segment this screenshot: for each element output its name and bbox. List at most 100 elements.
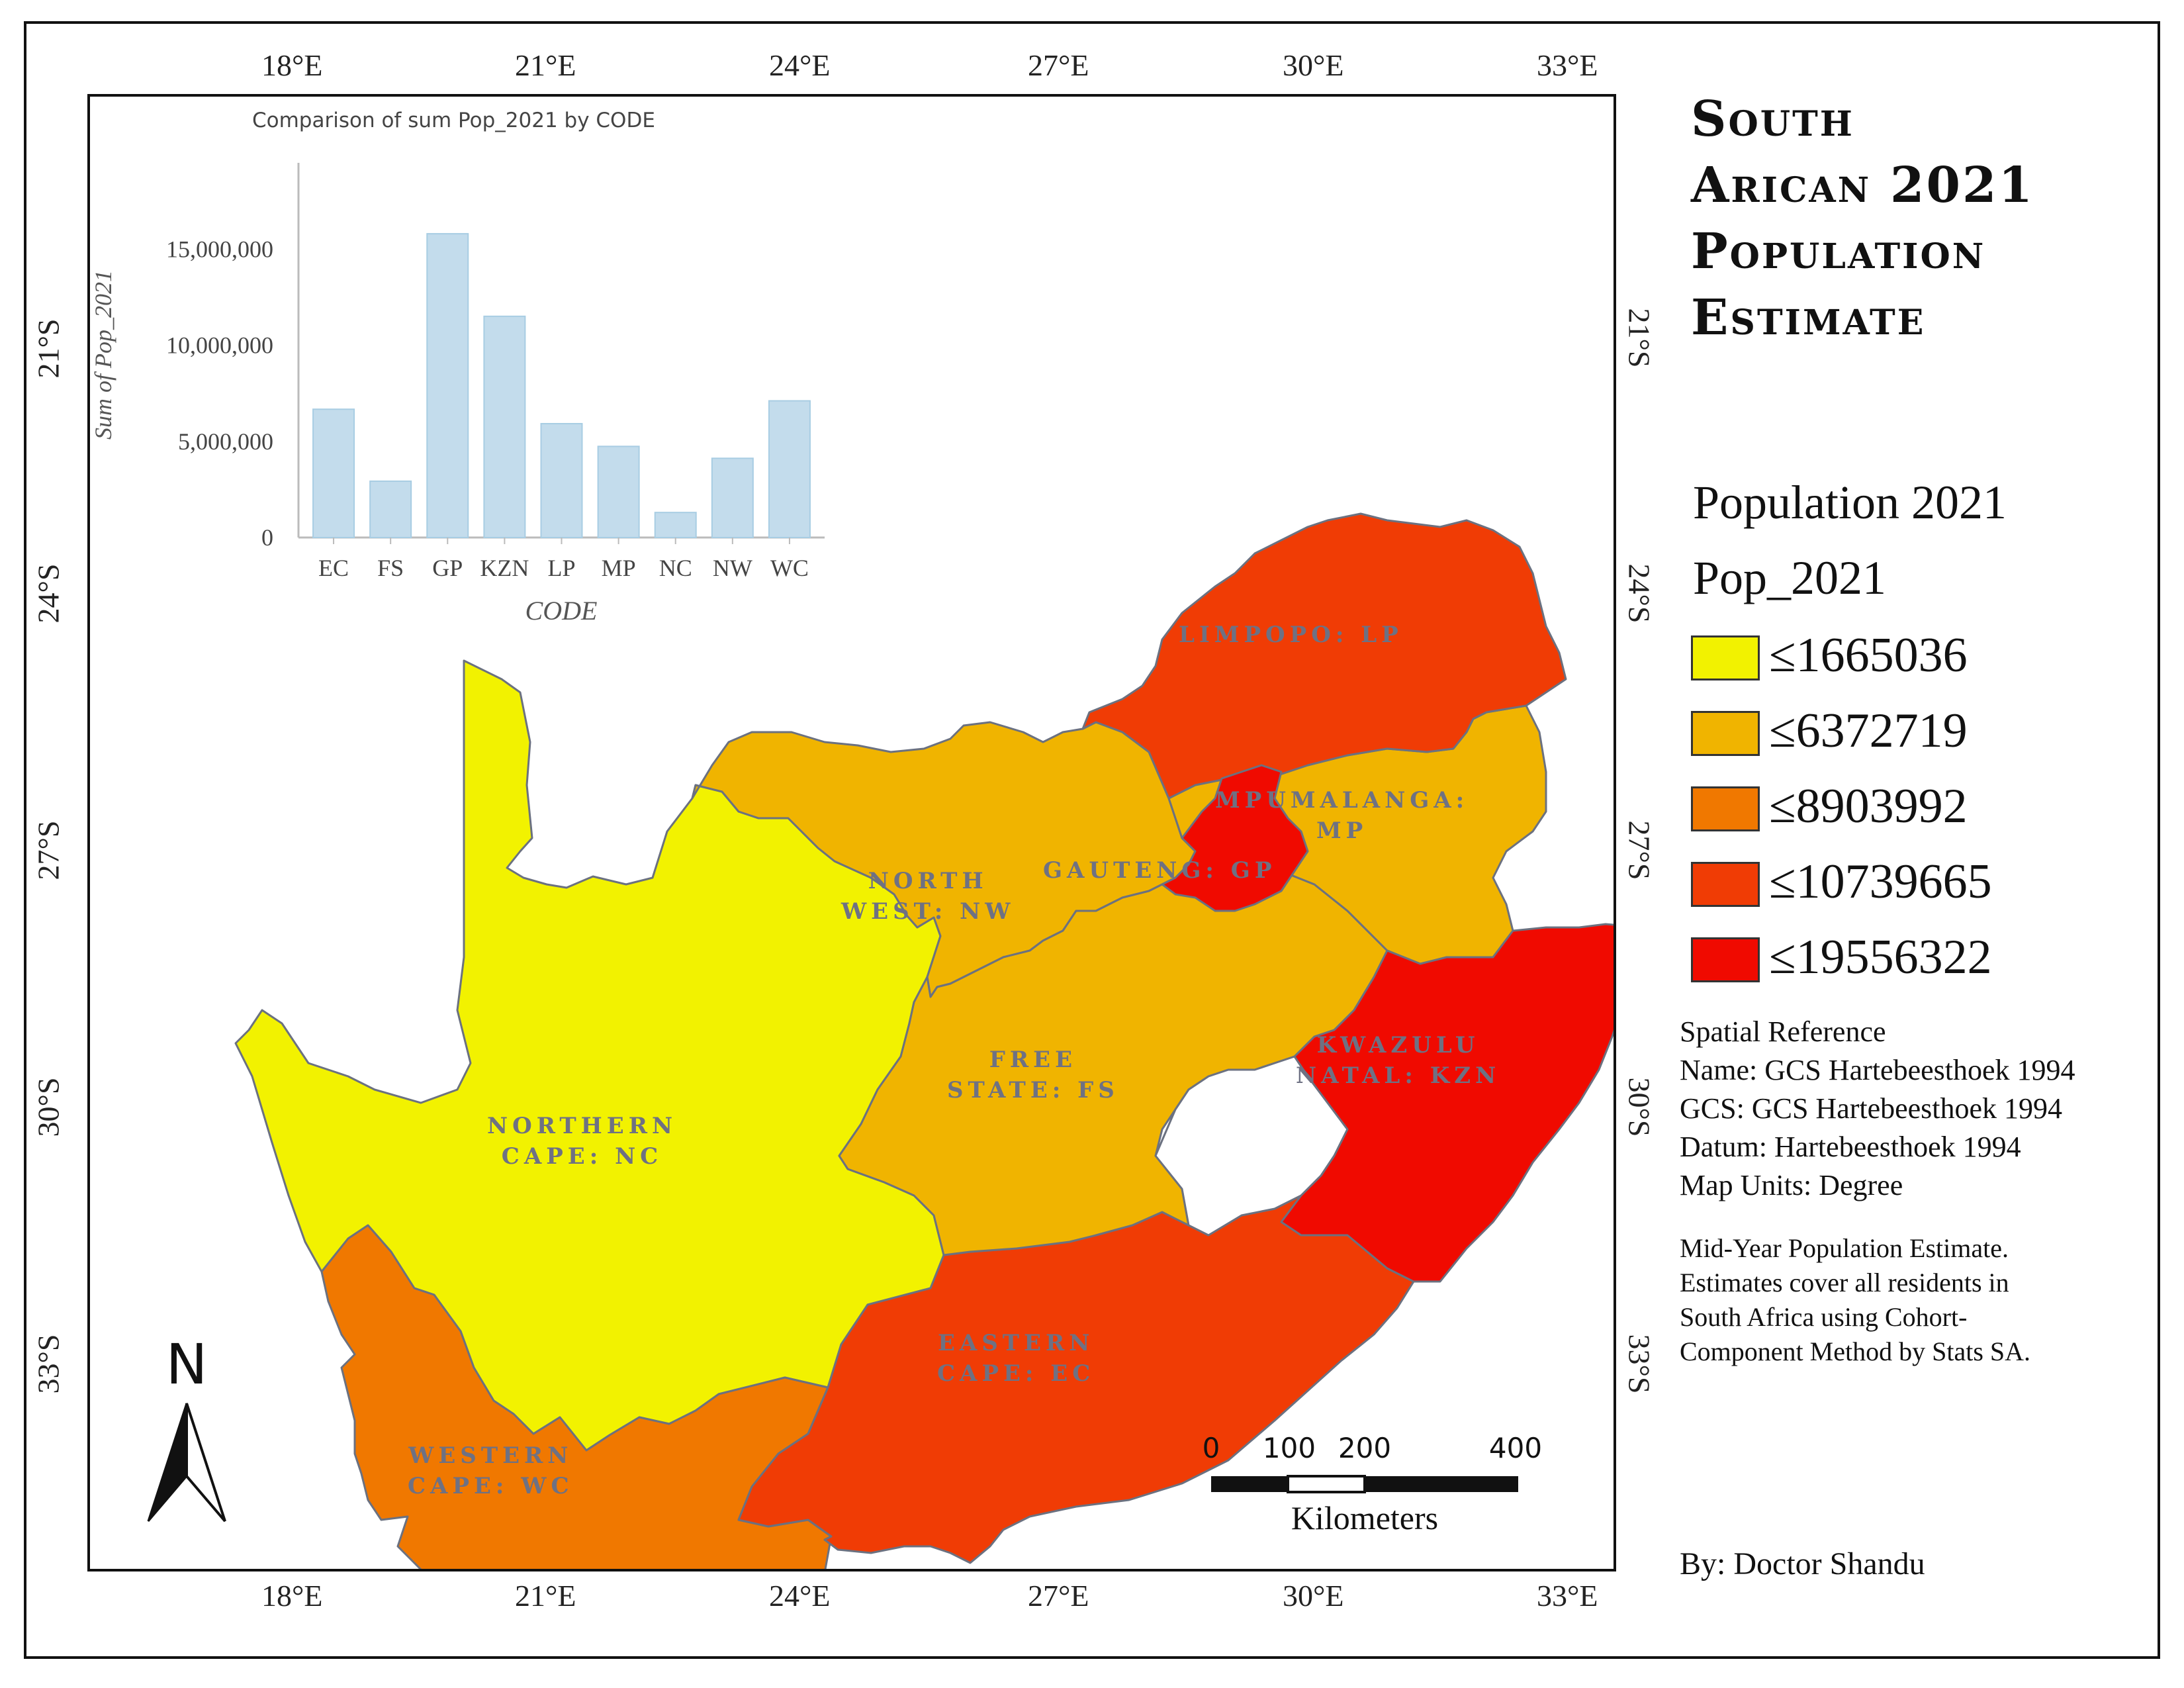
north-arrow-icon: N [147,1337,226,1523]
graticule-left-27s: 27°S [31,820,66,880]
legend-swatch-4 [1691,862,1760,907]
label-western-cape-line1: WESTERN [408,1442,573,1469]
chart-y-tick-label: 5,000,000 [178,428,273,455]
province-kwazulu-natal[interactable] [1280,923,1614,1283]
chart-bar-wc [768,400,811,538]
graticule-top-24e: 24°E [769,48,831,82]
spatial-reference: Spatial Reference Name: GCS Hartebeestho… [1680,1013,2075,1205]
chart-bar-gp [426,233,469,538]
province-gauteng[interactable] [1161,764,1309,912]
legend-swatch-5 [1691,937,1760,982]
legend-label-2: ≤6372719 [1769,704,1968,758]
graticule-right-21s: 21°S [1622,308,1657,368]
graticule-bottom-30e: 30°E [1283,1579,1344,1613]
graticule-bottom-27e: 27°E [1028,1579,1089,1613]
scale-units: Kilometers [1291,1499,1438,1536]
chart-x-tick-label: LP [547,555,575,581]
graticule-right-30s: 30°S [1622,1077,1657,1137]
scale-tick-0: 0 [1203,1432,1220,1464]
legend-label-5: ≤19556322 [1769,930,1992,984]
chart-x-tick-label: KZN [480,555,529,581]
graticule-left-24s: 24°S [31,563,66,624]
spatial-ref-name: Name: GCS Hartebeesthoek 1994 [1680,1054,2075,1086]
legend-label-4: ≤10739665 [1769,855,1992,909]
label-kwazulu-natal-line2: NATAL: KZN [1296,1062,1501,1089]
data-notes: Mid-Year Population Estimate. Estimates … [1680,1231,2030,1369]
chart-bar-mp [597,445,640,539]
outer-frame [24,21,2160,1659]
label-gauteng: GAUTENG: GP [1043,857,1277,884]
map-title-line3: Population [1691,223,1986,280]
chart-bar-lp [540,422,583,538]
graticule-right-27s: 27°S [1622,820,1657,880]
label-northern-cape-line2: CAPE: NC [501,1143,663,1170]
notes-line2: Estimates cover all residents in [1680,1268,2009,1297]
legend-swatch-3 [1691,786,1760,831]
label-north-west-line2: WEST: NW [841,898,1015,925]
label-eastern-cape-line1: EASTERN [937,1330,1095,1356]
chart-x-tick-label: MP [602,555,636,581]
spatial-ref-heading: Spatial Reference [1680,1015,1886,1048]
label-mpumalanga-line1: MPUMALANGA: [1215,787,1469,814]
graticule-left-30s: 30°S [31,1077,66,1137]
label-kwazulu-natal: KWAZULU NATAL: KZN [1296,1030,1500,1091]
chart-x-ticks: EC FS GP KZN LP MP NC NW WC [318,538,809,581]
label-free-state: FREE STATE: FS [947,1045,1119,1105]
chart-y-tick-label: 15,000,000 [166,236,273,263]
label-western-cape: WESTERN CAPE: WC [408,1440,574,1501]
map-title-line1: South [1691,91,1854,148]
label-free-state-line2: STATE: FS [947,1077,1119,1103]
spatial-ref-gcs: GCS: GCS Hartebeesthoek 1994 [1680,1092,2063,1125]
graticule-left-21s: 21°S [31,318,66,379]
graticule-top-18e: 18°E [261,48,323,82]
chart-bar-ec [312,408,355,538]
label-northern-cape: NORTHERN CAPE: NC [487,1111,677,1172]
inset-bar-chart: Comparison of sum Pop_2021 by CODE 0 5,00… [90,109,825,626]
label-north-west-line1: NORTH [868,868,988,894]
legend-heading: Population 2021 [1693,476,2007,529]
notes-line3: South Africa using Cohort- [1680,1302,1968,1332]
map-title: South Arican 2021 Population Estimate [1691,86,2128,351]
legend-swatch-1 [1691,635,1760,680]
chart-bar-kzn [483,315,526,538]
map-canvas[interactable] [90,97,1614,1569]
north-arrow-label: N [166,1337,208,1397]
spatial-ref-datum: Datum: Hartebeesthoek 1994 [1680,1131,2021,1163]
legend-swatch-2 [1691,711,1760,756]
label-western-cape-line2: CAPE: WC [408,1473,574,1499]
chart-y-ticks: 0 5,000,000 10,000,000 15,000,000 [166,236,273,551]
notes-line1: Mid-Year Population Estimate. [1680,1233,2009,1263]
chart-x-tick-label: NW [713,555,752,581]
notes-line4: Component Method by Stats SA. [1680,1336,2031,1366]
spatial-ref-units: Map Units: Degree [1680,1169,1903,1201]
scale-tick-100: 100 [1263,1432,1316,1464]
graticule-top-27e: 27°E [1028,48,1089,82]
label-northern-cape-line1: NORTHERN [487,1113,678,1139]
label-mpumalanga-line2: MP [1316,818,1368,844]
chart-x-tick-label: FS [377,555,404,581]
chart-bar-nc [654,512,697,538]
legend-label-3: ≤8903992 [1769,779,1968,833]
label-limpopo: LIMPOPO: LP [1179,622,1403,648]
graticule-top-21e: 21°E [515,48,576,82]
scale-tick-200: 200 [1338,1432,1391,1464]
graticule-left-33s: 33°S [31,1334,66,1394]
map-title-line4: Estimate [1691,289,1926,346]
chart-x-tick-label: NC [659,555,692,581]
chart-x-axis-label: CODE [525,596,598,626]
legend-label-1: ≤1665036 [1769,628,1968,682]
graticule-right-24s: 24°S [1622,563,1657,624]
chart-x-tick-label: GP [432,555,463,581]
chart-bar-fs [369,480,412,539]
graticule-bottom-18e: 18°E [261,1579,323,1613]
graticule-bottom-21e: 21°E [515,1579,576,1613]
label-free-state-line1: FREE [989,1047,1077,1073]
label-eastern-cape: EASTERN CAPE: EC [937,1328,1095,1389]
chart-x-tick-label: WC [770,555,809,581]
map-title-line2: Arican 2021 [1691,157,2034,214]
chart-y-axis-label: Sum of Pop_2021 [90,270,116,440]
chart-bar-nw [711,457,754,539]
label-north-west: NORTH WEST: NW [841,866,1015,927]
map-frame[interactable]: LIMPOPO: LP MPUMALANGA: MP GAUTENG: GP N… [87,94,1616,1571]
legend-field: Pop_2021 [1693,551,1887,604]
